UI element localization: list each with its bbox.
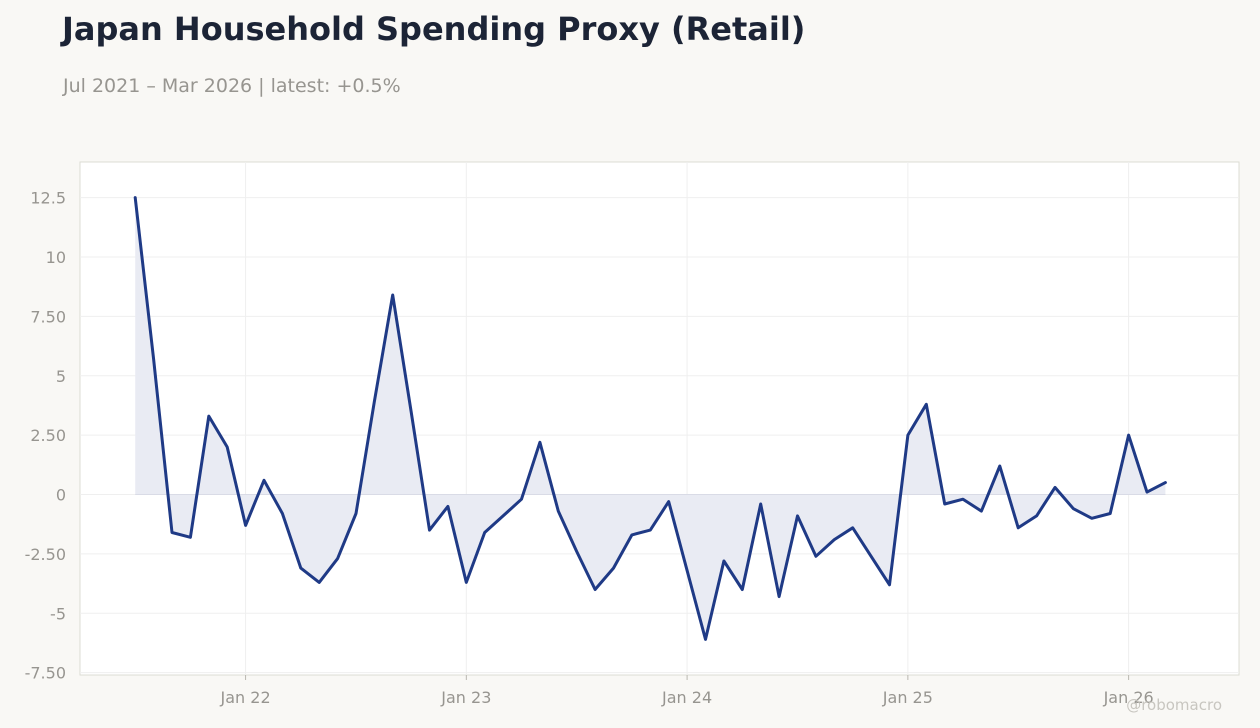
x-tick-label: Jan 22 (220, 688, 271, 707)
y-tick-label: 10 (46, 248, 66, 267)
series-area-fill (135, 197, 1166, 640)
x-tick-label: Jan 26 (1103, 688, 1154, 707)
x-tick-label: Jan 24 (661, 688, 712, 707)
y-tick-label: -7.50 (25, 664, 66, 683)
series-line (133, 196, 1167, 641)
y-tick-label: 7.50 (30, 307, 66, 326)
y-tick-label: -5 (50, 604, 66, 623)
x-tick-label: Jan 23 (440, 688, 491, 707)
x-tick-label: Jan 25 (882, 688, 933, 707)
y-tick-label: 5 (56, 367, 66, 386)
y-axis-labels: 12.5 10 7.50 5 2.50 0 -2.50 -5 -7.50 (25, 189, 66, 683)
chart-title: Japan Household Spending Proxy (Retail) (62, 10, 806, 48)
credit-watermark: @robomacro (1126, 696, 1222, 714)
chart-subtitle: Jul 2021 – Mar 2026 | latest: +0.5% (63, 75, 401, 97)
y-tick-label: 2.50 (30, 426, 66, 445)
y-tick-label: 12.5 (30, 189, 66, 208)
plot-background (79, 161, 1240, 676)
y-tick-label: 0 (56, 486, 66, 505)
x-axis-labels: Jan 22 Jan 23 Jan 24 Jan 25 Jan 26 (220, 675, 1154, 707)
y-tick-label: -2.50 (25, 545, 66, 564)
